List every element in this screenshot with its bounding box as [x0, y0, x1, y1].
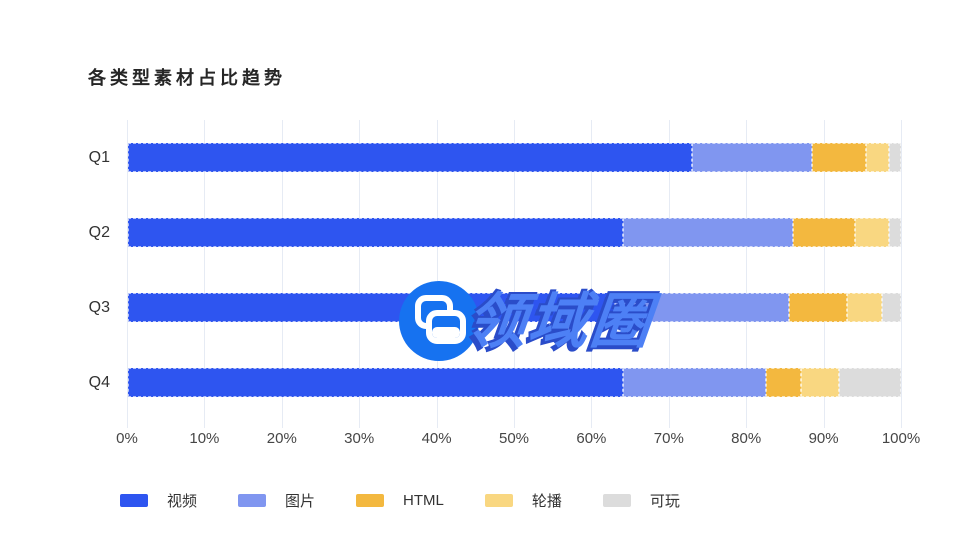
bar-segment-HTML[interactable] — [788, 293, 847, 322]
bar-segment-HTML[interactable] — [765, 368, 801, 397]
bar-segment-图片[interactable] — [622, 218, 793, 247]
bar-segment-视频[interactable] — [128, 143, 693, 172]
x-tick-label: 10% — [189, 430, 220, 447]
legend-label: HTML — [403, 492, 444, 509]
bar-segment-视频[interactable] — [128, 218, 623, 247]
chart-title: 各类型素材占比趋势 — [88, 68, 286, 88]
legend-swatch — [602, 494, 631, 507]
bar-segment-视频[interactable] — [128, 368, 623, 397]
bar-row — [128, 293, 901, 322]
gridline — [204, 120, 206, 428]
y-axis-label: Q4 — [88, 374, 110, 391]
y-axis-label: Q3 — [88, 299, 110, 316]
bar-segment-图片[interactable] — [622, 368, 766, 397]
bar-segment-可玩[interactable] — [881, 293, 901, 322]
legend-swatch — [484, 494, 513, 507]
x-tick-label: 40% — [421, 430, 452, 447]
bar-segment-可玩[interactable] — [839, 368, 901, 397]
bar-segment-轮播[interactable] — [800, 368, 840, 397]
bar-row — [128, 218, 901, 247]
bar-segment-可玩[interactable] — [889, 218, 901, 247]
bar-segment-轮播[interactable] — [854, 218, 890, 247]
gridline — [823, 120, 825, 428]
x-tick-label: 20% — [266, 430, 297, 447]
legend-swatch — [356, 494, 385, 507]
gridline — [591, 120, 593, 428]
legend-item-HTML[interactable]: HTML — [356, 492, 444, 509]
legend: 视频 图片 HTML 轮播 可玩 — [120, 490, 680, 511]
bar-segment-HTML[interactable] — [812, 143, 867, 172]
legend-item-轮播[interactable]: 轮播 — [484, 490, 562, 511]
bar-segment-轮播[interactable] — [866, 143, 890, 172]
legend-label: 视频 — [167, 493, 198, 510]
x-tick-label: 90% — [808, 430, 839, 447]
bar-row — [128, 368, 901, 397]
gridline — [281, 120, 283, 428]
x-tick-label: 0% — [116, 430, 138, 447]
bar-row — [128, 143, 901, 172]
gridline — [901, 120, 902, 428]
bar-segment-图片[interactable] — [614, 293, 789, 322]
legend-swatch — [238, 494, 267, 507]
bar-segment-视频[interactable] — [128, 293, 615, 322]
gridline — [359, 120, 361, 428]
x-axis: 0% 10% 20% 30% 40% 50% 60% 70% 80% 90% 100% — [0, 430, 960, 450]
x-tick-label: 100% — [881, 430, 921, 447]
x-tick-label: 30% — [344, 430, 375, 447]
gridline — [746, 120, 748, 428]
x-tick-label: 50% — [498, 430, 530, 447]
legend-item-图片[interactable]: 图片 — [238, 490, 315, 511]
x-tick-label: 60% — [576, 430, 607, 447]
legend-label: 可玩 — [649, 493, 680, 510]
bar-segment-轮播[interactable] — [846, 293, 882, 322]
gridline — [127, 120, 128, 428]
x-tick-label: 80% — [731, 430, 762, 447]
x-tick-label: 70% — [653, 430, 684, 447]
y-axis-label: Q1 — [88, 149, 110, 166]
gridline — [668, 120, 670, 428]
legend-item-视频[interactable]: 视频 — [120, 490, 197, 511]
legend-label: 图片 — [285, 493, 316, 510]
bar-segment-可玩[interactable] — [889, 143, 901, 172]
gridline — [514, 120, 515, 428]
bar-segment-HTML[interactable] — [792, 218, 855, 247]
legend-swatch — [120, 494, 148, 507]
gridline — [436, 120, 438, 428]
legend-item-可玩[interactable]: 可玩 — [602, 490, 680, 511]
legend-label: 轮播 — [531, 493, 562, 510]
y-axis-label: Q2 — [88, 224, 110, 241]
bar-segment-图片[interactable] — [692, 143, 813, 172]
